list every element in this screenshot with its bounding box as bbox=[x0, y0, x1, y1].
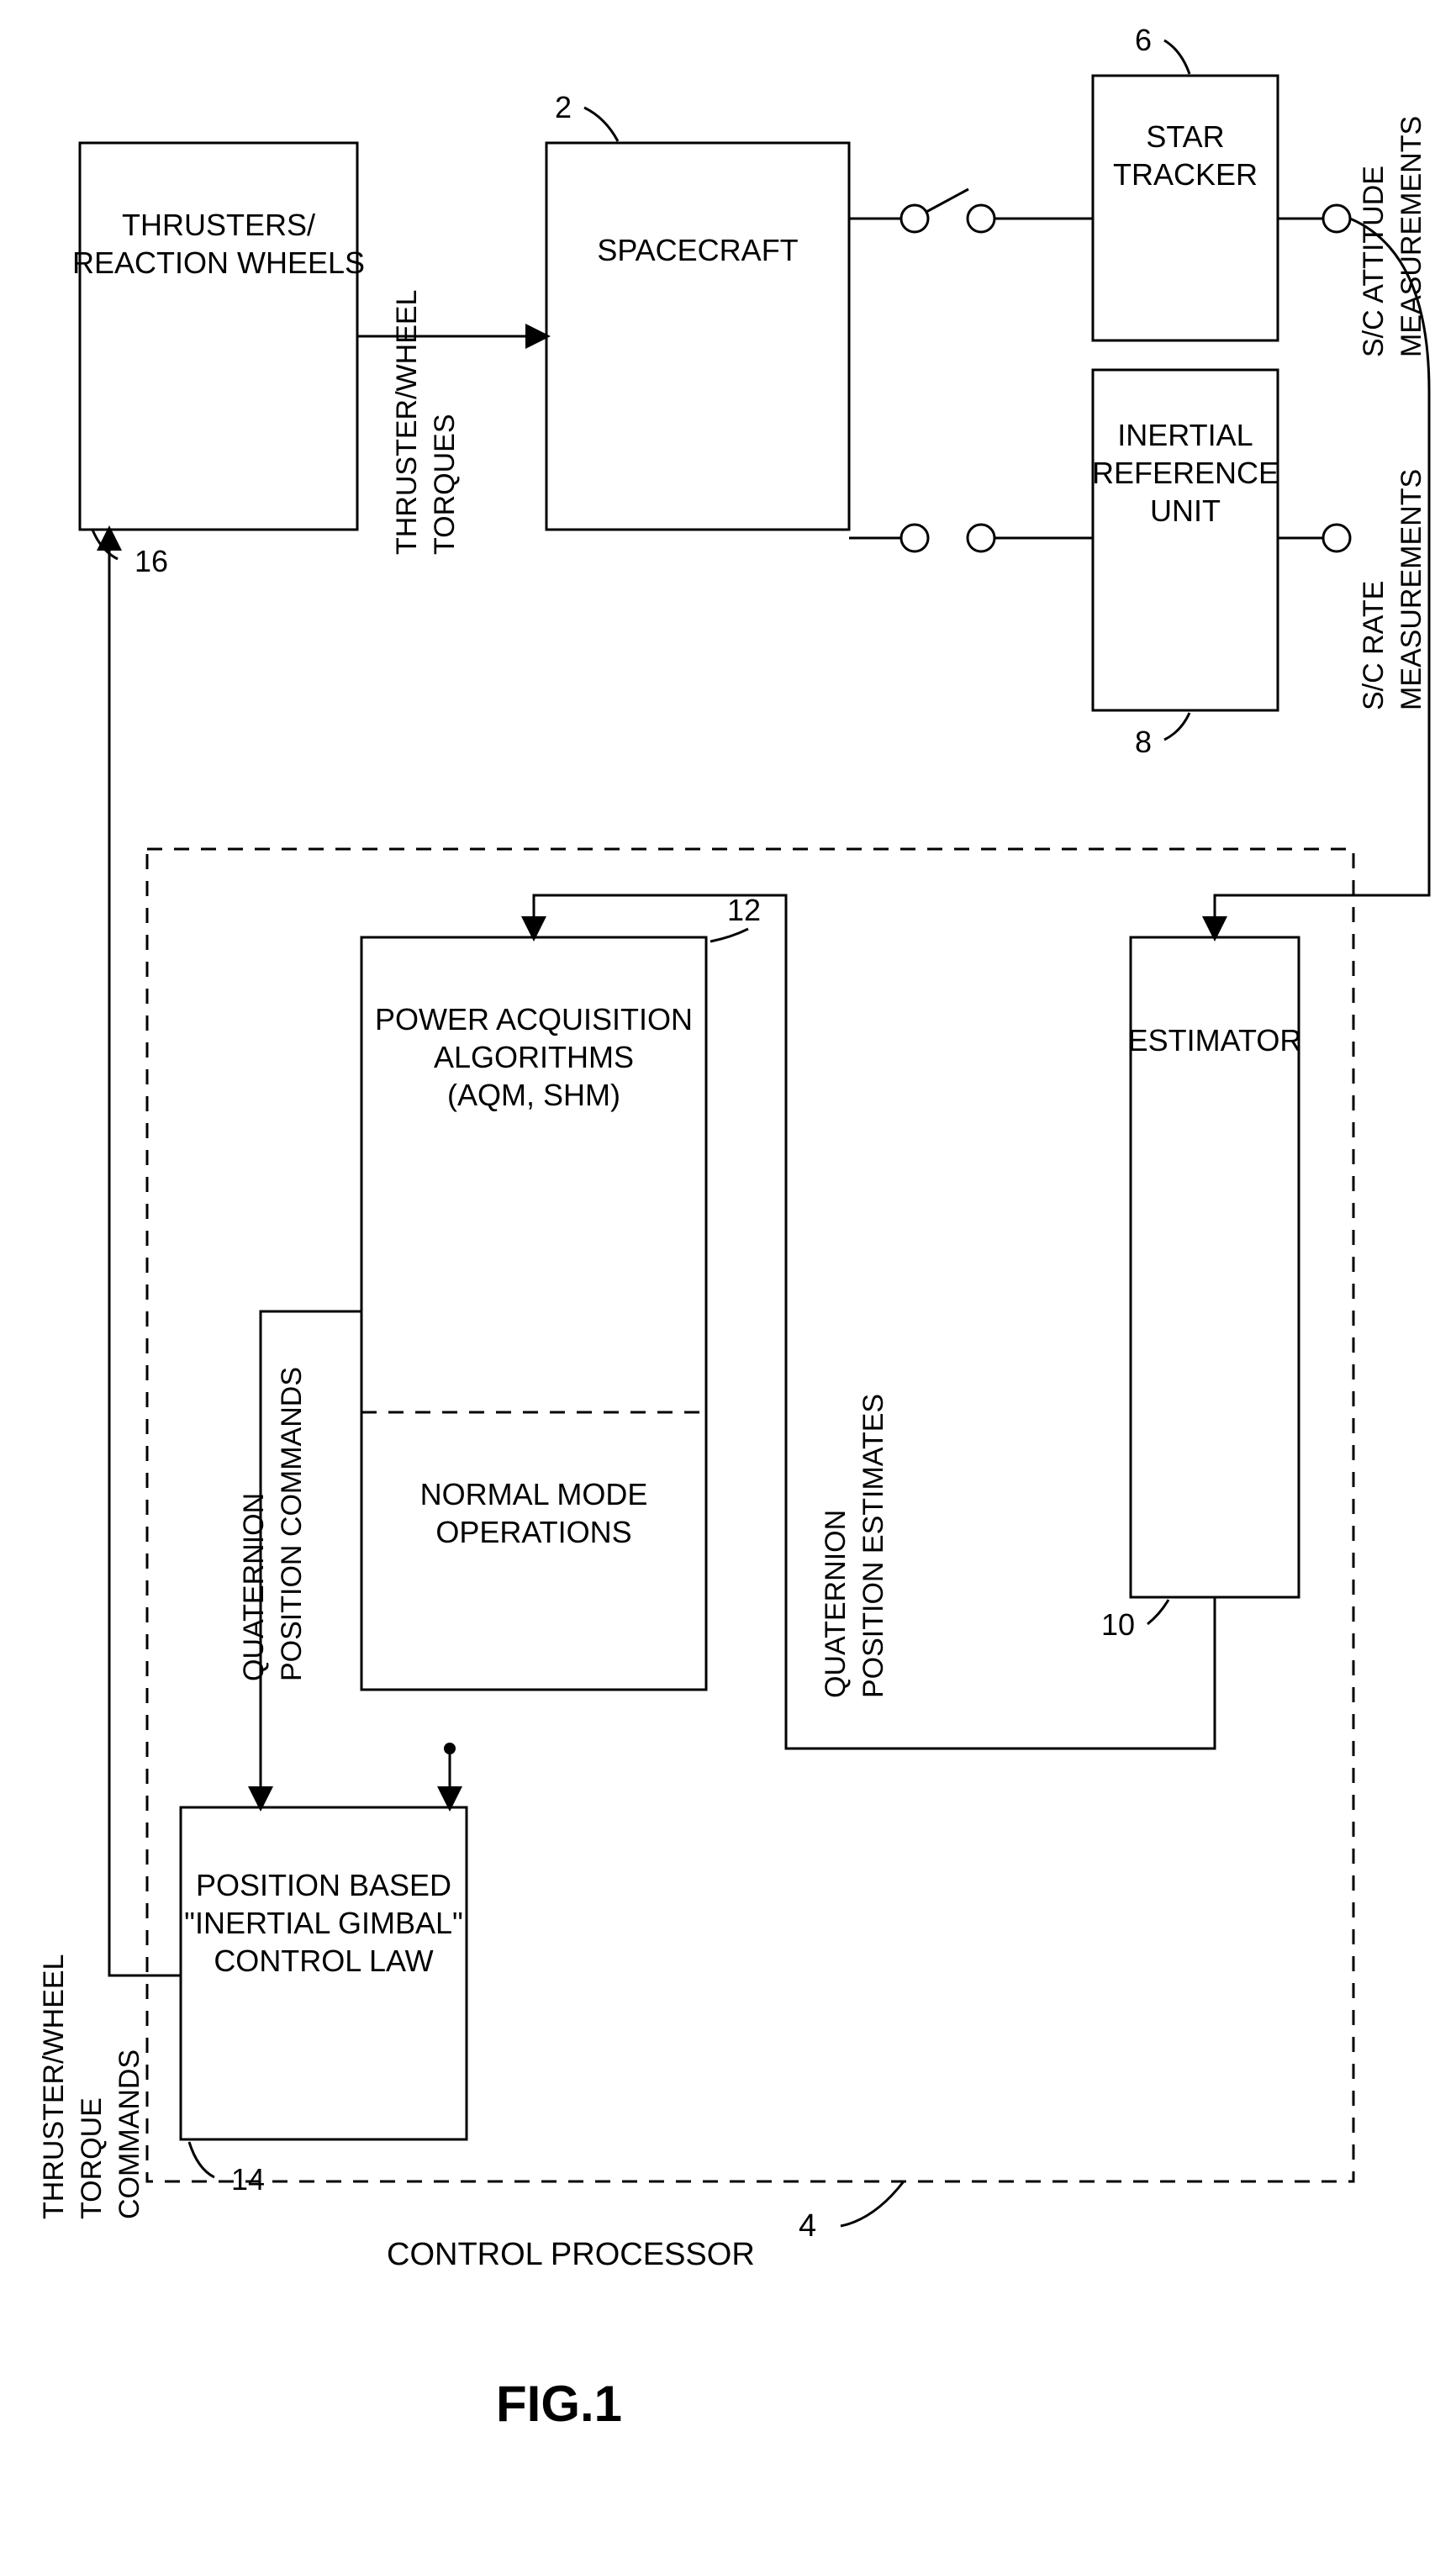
star-tracker-id: 6 bbox=[1135, 23, 1152, 57]
iru-id: 8 bbox=[1135, 725, 1152, 759]
junction-node bbox=[444, 1743, 456, 1754]
estimator-id: 10 bbox=[1101, 1607, 1135, 1642]
svg-text:ALGORITHMS: ALGORITHMS bbox=[434, 1040, 634, 1074]
svg-text:TORQUE: TORQUE bbox=[76, 2097, 108, 2219]
wire-ctrl-to-thrusters bbox=[109, 530, 181, 1975]
svg-text:OPERATIONS: OPERATIONS bbox=[435, 1515, 631, 1549]
control-processor-id: 4 bbox=[799, 2208, 816, 2244]
star-tracker-block: STAR TRACKER 6 bbox=[1093, 23, 1278, 340]
svg-text:COMMANDS: COMMANDS bbox=[113, 2049, 145, 2219]
spacecraft-block: SPACECRAFT 2 bbox=[546, 90, 849, 530]
svg-text:POSITION COMMANDS: POSITION COMMANDS bbox=[276, 1367, 308, 1681]
control-processor-label: CONTROL PROCESSOR bbox=[387, 2237, 755, 2272]
svg-text:INERTIAL: INERTIAL bbox=[1117, 418, 1253, 452]
svg-text:POSITION BASED: POSITION BASED bbox=[196, 1868, 451, 1902]
estimator-block: ESTIMATOR 10 bbox=[1101, 937, 1301, 1642]
svg-text:QUATERNION: QUATERNION bbox=[238, 1493, 270, 1681]
svg-text:SPACECRAFT: SPACECRAFT bbox=[597, 233, 798, 267]
svg-text:NORMAL MODE: NORMAL MODE bbox=[420, 1477, 648, 1511]
node-open-2 bbox=[968, 205, 994, 232]
svg-text:QUATERNION: QUATERNION bbox=[820, 1510, 852, 1698]
control-law-block: POSITION BASED "INERTIAL GIMBAL" CONTROL… bbox=[181, 1807, 467, 2197]
leader-4 bbox=[841, 2181, 904, 2226]
node-open-6 bbox=[1323, 525, 1350, 551]
svg-text:REFERENCE: REFERENCE bbox=[1092, 456, 1279, 490]
svg-text:THRUSTER/WHEEL: THRUSTER/WHEEL bbox=[38, 1954, 70, 2219]
algorithms-id: 12 bbox=[727, 893, 761, 927]
svg-text:TORQUES: TORQUES bbox=[429, 414, 461, 555]
svg-text:S/C ATTITUDE: S/C ATTITUDE bbox=[1358, 166, 1390, 357]
block-diagram: 4 CONTROL PROCESSOR THRUSTERS/ REACTION … bbox=[0, 0, 1456, 2553]
node-open-3 bbox=[901, 525, 928, 551]
svg-text:POSITION ESTIMATES: POSITION ESTIMATES bbox=[857, 1394, 889, 1698]
svg-text:TRACKER: TRACKER bbox=[1113, 157, 1258, 192]
svg-text:"INERTIAL GIMBAL": "INERTIAL GIMBAL" bbox=[184, 1906, 463, 1940]
figure-title: FIG.1 bbox=[496, 2376, 622, 2432]
switch-arm-1 bbox=[926, 189, 968, 212]
svg-text:REACTION WHEELS: REACTION WHEELS bbox=[72, 245, 365, 280]
node-open-1 bbox=[901, 205, 928, 232]
svg-text:CONTROL LAW: CONTROL LAW bbox=[214, 1944, 433, 1978]
algorithms-block: POWER ACQUISITION ALGORITHMS (AQM, SHM) … bbox=[361, 893, 761, 1690]
svg-text:POWER ACQUISITION: POWER ACQUISITION bbox=[375, 1002, 693, 1036]
control-law-id: 14 bbox=[231, 2162, 265, 2197]
spacecraft-id: 2 bbox=[555, 90, 572, 124]
thrusters-block: THRUSTERS/ REACTION WHEELS 16 bbox=[72, 143, 365, 578]
thrusters-id: 16 bbox=[135, 544, 168, 578]
svg-text:UNIT: UNIT bbox=[1150, 493, 1221, 528]
node-open-4 bbox=[968, 525, 994, 551]
node-open-5 bbox=[1323, 205, 1350, 232]
svg-text:S/C RATE: S/C RATE bbox=[1358, 581, 1390, 710]
svg-text:ESTIMATOR: ESTIMATOR bbox=[1128, 1023, 1302, 1058]
svg-text:STAR: STAR bbox=[1146, 119, 1224, 154]
iru-block: INERTIAL REFERENCE UNIT 8 bbox=[1092, 370, 1279, 759]
svg-text:(AQM, SHM): (AQM, SHM) bbox=[447, 1078, 620, 1112]
svg-text:THRUSTER/WHEEL: THRUSTER/WHEEL bbox=[391, 290, 423, 555]
svg-text:THRUSTERS/: THRUSTERS/ bbox=[122, 208, 315, 242]
svg-text:MEASUREMENTS: MEASUREMENTS bbox=[1395, 469, 1427, 710]
